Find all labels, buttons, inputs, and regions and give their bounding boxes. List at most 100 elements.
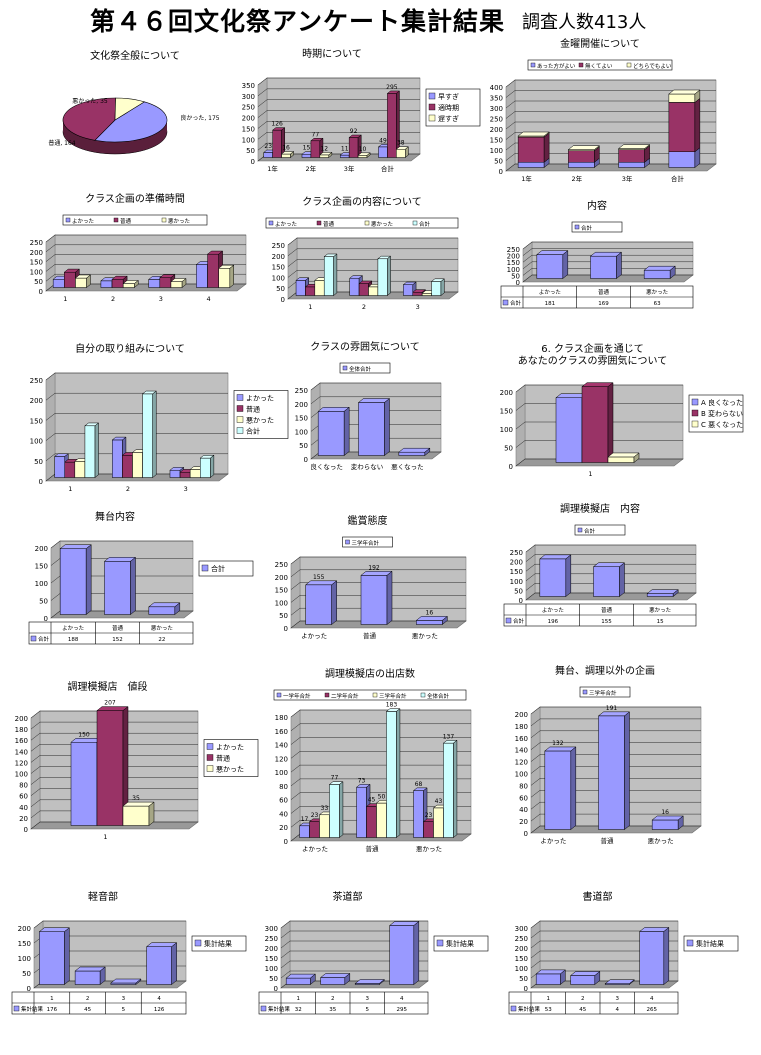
chart-side-wall — [525, 544, 536, 601]
legend-swatch — [691, 420, 699, 428]
gridline-side — [290, 608, 301, 616]
bar-side — [135, 978, 142, 986]
bar-side — [328, 151, 333, 159]
y-tick-label: 180 — [275, 714, 288, 722]
y-tick-label: 300 — [265, 925, 278, 933]
gridline-side — [33, 920, 44, 929]
y-tick-label: 150 — [515, 955, 528, 963]
bar — [570, 975, 596, 985]
legend-label: 二学年合計 — [331, 692, 359, 700]
x-tick-label: よかった — [540, 837, 566, 845]
gridline-side — [45, 453, 56, 461]
gridline-side — [525, 573, 536, 581]
gridline-side — [505, 100, 516, 109]
y-tick-label: 100 — [500, 426, 513, 434]
table-cell: 53 — [545, 1007, 552, 1013]
gridline-side — [530, 813, 541, 822]
legend-label: 三学年合計 — [379, 692, 407, 700]
legend-label: 一学年合計 — [283, 692, 311, 700]
legend-label: 悪かった — [371, 221, 393, 228]
bar-side — [171, 942, 177, 986]
y-tick-label: 40 — [19, 804, 28, 812]
y-tick-label: 150 — [30, 259, 43, 267]
gridline-side — [525, 583, 536, 591]
bar — [646, 593, 674, 597]
legend-swatch — [161, 217, 167, 223]
bar-side — [616, 251, 622, 280]
bar-chart: 舞台、調理以外の企画 0 20 40 60 80 100 120 140 160 180 200 132… — [515, 664, 702, 845]
y-tick-label: 50 — [514, 587, 523, 595]
y-tick-label: 100 — [272, 274, 285, 282]
bar — [618, 149, 645, 163]
bar — [299, 825, 310, 838]
table-cell: 35 — [329, 1007, 336, 1013]
y-tick-label: 150 — [275, 587, 288, 595]
bar-side — [331, 580, 337, 626]
bar — [52, 279, 65, 288]
bar-side — [594, 970, 601, 986]
table-series-name: 集計結果 — [268, 1005, 291, 1013]
gridline-side — [522, 248, 533, 256]
legend-swatch — [686, 939, 694, 947]
table-series-name: 合計 — [38, 635, 50, 643]
bar-side — [134, 279, 139, 289]
gridline-side — [290, 723, 301, 731]
legend-swatch — [364, 220, 370, 226]
bar-side — [366, 152, 371, 159]
bar — [64, 271, 76, 288]
chart-title: 調理模擬店の出店数 — [325, 667, 415, 680]
y-tick-label: 200 — [507, 253, 520, 261]
gridline-side — [530, 718, 541, 727]
gridline-side — [257, 77, 268, 86]
table-cell: 126 — [154, 1007, 165, 1013]
y-tick-label: 100 — [30, 438, 43, 446]
x-tick-label: 3 — [159, 295, 163, 303]
y-tick-label: 200 — [265, 945, 278, 953]
data-label: 45 — [368, 797, 376, 804]
legend-swatch — [428, 103, 436, 111]
legend-label: 合計 — [581, 224, 593, 232]
table-cell: 5 — [122, 1007, 126, 1013]
bar — [349, 277, 360, 296]
x-tick-label: 悪かった — [646, 289, 668, 296]
y-tick-label: 200 — [515, 945, 528, 953]
gridline-side — [257, 142, 268, 151]
y-tick-label: 80 — [19, 782, 28, 790]
x-tick-label: 3年 — [344, 164, 355, 173]
gridline-side — [290, 595, 301, 603]
legend-box — [571, 221, 623, 233]
x-tick-label: よかった — [302, 845, 328, 853]
legend-swatch — [236, 416, 244, 423]
y-tick-label: 300 — [490, 105, 503, 113]
bar-side — [290, 151, 294, 159]
bar — [132, 452, 143, 478]
bar — [207, 253, 219, 288]
gridline-side — [505, 153, 516, 161]
chart-title: 金曜開催について — [560, 37, 640, 50]
chart-title: 調理模擬店 内容 — [560, 502, 640, 515]
y-tick-label: 0 — [524, 830, 528, 838]
legend-label: 合計 — [211, 564, 225, 573]
gridline-side — [45, 264, 56, 272]
bar — [443, 742, 454, 838]
x-tick-label: 悪かった — [416, 845, 442, 853]
y-tick-label: 140 — [275, 742, 288, 750]
gridline-side — [280, 970, 291, 979]
bar-chart: 鑑賞態度 0 50 100 150 200 250 155 よかった 192 普通 16 悪かった 三学年… — [275, 514, 467, 640]
y-tick-label: 350 — [242, 82, 255, 90]
x-tick-label: 3 — [184, 485, 188, 493]
gridline-side — [530, 825, 541, 834]
x-tick-label: 2 — [581, 996, 585, 1002]
gridline-side — [290, 764, 301, 773]
chart-side-wall — [290, 556, 301, 629]
table-cell: 181 — [545, 301, 556, 307]
y-tick-label: 200 — [295, 401, 308, 409]
y-tick-label: 350 — [490, 95, 503, 103]
legend-label: 悪かった — [168, 218, 190, 225]
x-tick-label: 3 — [366, 996, 370, 1002]
bar — [54, 456, 65, 478]
y-tick-label: 250 — [30, 377, 43, 385]
y-tick-label: 20 — [519, 818, 528, 826]
y-tick-label: 80 — [279, 783, 288, 791]
bar-side — [174, 602, 181, 616]
